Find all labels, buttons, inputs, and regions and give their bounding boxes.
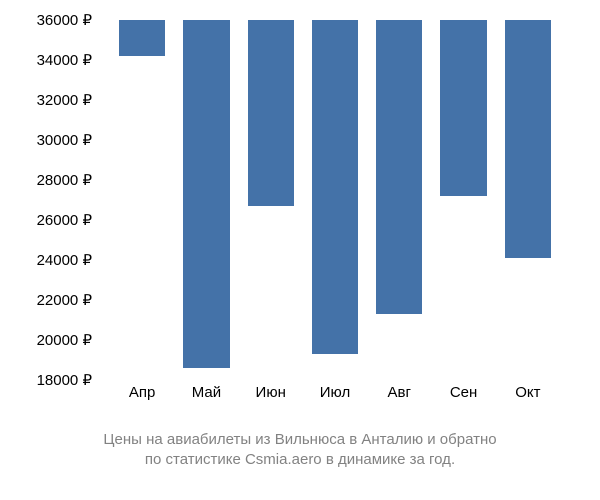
chart-container: 18000 ₽ 20000 ₽ 22000 ₽ 24000 ₽ 26000 ₽ 28000…	[0, 0, 600, 500]
x-tick-label: Май	[174, 384, 238, 401]
x-tick-label: Сен	[431, 384, 495, 401]
y-tick-label: 30000 ₽	[37, 131, 100, 149]
bar-slot	[303, 20, 367, 380]
x-tick-label: Апр	[110, 384, 174, 401]
y-tick-label: 28000 ₽	[37, 171, 100, 189]
bar-slot	[496, 20, 560, 380]
plot-area: 18000 ₽20000 ₽22000 ₽24000 ₽26000 ₽28000…	[100, 20, 570, 380]
x-tick-label: Июл	[303, 384, 367, 401]
x-tick-label: Июн	[239, 384, 303, 401]
caption-line-1: Цены на авиабилеты из Вильнюса в Анталию…	[0, 430, 600, 450]
y-tick-label: 20000 ₽	[37, 331, 100, 349]
y-tick-label: 36000 ₽	[37, 11, 100, 29]
y-tick-label: 32000 ₽	[37, 91, 100, 109]
caption-line-2: по статистике Csmia.aero в динамике за г…	[0, 450, 600, 470]
bar	[312, 20, 358, 354]
bar	[119, 20, 165, 56]
y-tick-label: 26000 ₽	[37, 211, 100, 229]
y-tick-label: 18000 ₽	[37, 371, 100, 389]
bar	[376, 20, 422, 314]
x-tick-label: Авг	[367, 384, 431, 401]
bar-slot	[110, 20, 174, 380]
bar	[248, 20, 294, 206]
x-tick-label: Окт	[496, 384, 560, 401]
bar-slot	[367, 20, 431, 380]
bar	[440, 20, 486, 196]
bars-group	[100, 20, 570, 380]
bar-slot	[174, 20, 238, 380]
x-axis-labels: АпрМайИюнИюлАвгСенОкт	[100, 384, 570, 401]
bar	[183, 20, 229, 368]
y-tick-label: 22000 ₽	[37, 291, 100, 309]
bar	[505, 20, 551, 258]
bar-slot	[239, 20, 303, 380]
bar-slot	[431, 20, 495, 380]
y-tick-label: 34000 ₽	[37, 51, 100, 69]
y-tick-label: 24000 ₽	[37, 251, 100, 269]
